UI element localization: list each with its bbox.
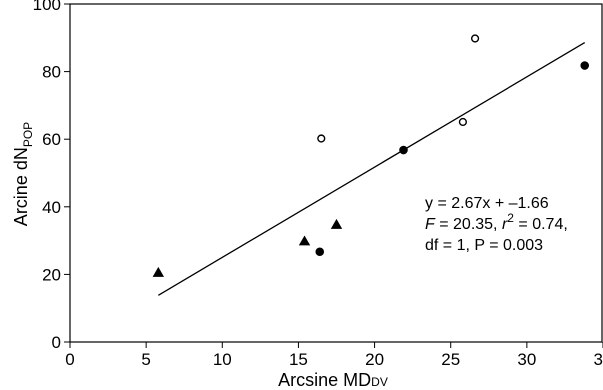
y-axis-title: Arcine dNPOP bbox=[11, 122, 35, 226]
axes bbox=[69, 3, 603, 343]
y-tick-label: 80 bbox=[42, 63, 61, 82]
x-tick-label: 5 bbox=[141, 350, 150, 369]
filled-circle-point bbox=[315, 247, 325, 257]
r-superscript: 2 bbox=[507, 211, 514, 225]
filled-circle-point bbox=[399, 145, 408, 155]
y-tick-label: 100 bbox=[33, 0, 61, 14]
x-axis-title: Arcsine MDDV bbox=[278, 370, 388, 390]
regression-line-layer bbox=[157, 42, 586, 296]
fit-equation: y = 2.67x + –1.66 bbox=[425, 195, 549, 212]
tick-marks bbox=[64, 3, 603, 348]
tick-labels: 0 5 10 15 20 25 30 35 0 20 40 60 80 100 bbox=[33, 0, 603, 369]
data-points bbox=[152, 34, 590, 277]
open-circle-point bbox=[317, 134, 326, 143]
x-tick-label: 30 bbox=[517, 350, 536, 369]
x-tick-label: 25 bbox=[441, 350, 460, 369]
y-axis-title-subscript: POP bbox=[21, 122, 35, 147]
y-axis-title-main: Arcine dN bbox=[11, 147, 31, 226]
y-tick-label: 40 bbox=[42, 198, 61, 217]
x-tick-label: 15 bbox=[289, 350, 308, 369]
fit-df-p: df = 1, P = 0.003 bbox=[425, 237, 543, 254]
regression-line bbox=[157, 42, 586, 296]
x-axis-title-main: Arcsine MD bbox=[278, 370, 371, 390]
y-tick-label: 60 bbox=[42, 130, 61, 149]
filled-triangle-point bbox=[152, 266, 165, 277]
x-tick-label: 0 bbox=[65, 350, 74, 369]
open-circle-point bbox=[470, 34, 480, 43]
y-tick-label: 20 bbox=[42, 265, 61, 284]
filled-circle-point bbox=[580, 61, 590, 70]
filled-triangle-point bbox=[330, 218, 343, 229]
f-value: = 20.35, bbox=[435, 216, 502, 233]
r-label: r bbox=[502, 216, 508, 233]
x-axis-title-subscript: DV bbox=[371, 375, 388, 389]
f-label: F bbox=[425, 216, 436, 233]
r-value: = 0.74, bbox=[514, 216, 568, 233]
fit-annotation: y = 2.67x + –1.66 F = 20.35, r2 = 0.74, … bbox=[425, 195, 568, 254]
filled-triangle-point bbox=[298, 235, 311, 246]
x-tick-label: 20 bbox=[365, 350, 384, 369]
open-circle-point bbox=[458, 117, 467, 127]
y-tick-label: 0 bbox=[52, 333, 61, 352]
fit-statistics: F = 20.35, r2 = 0.74, bbox=[425, 211, 568, 233]
x-tick-label: 10 bbox=[213, 350, 232, 369]
x-tick-label: 35 bbox=[594, 350, 603, 369]
plot-frame bbox=[69, 3, 603, 343]
